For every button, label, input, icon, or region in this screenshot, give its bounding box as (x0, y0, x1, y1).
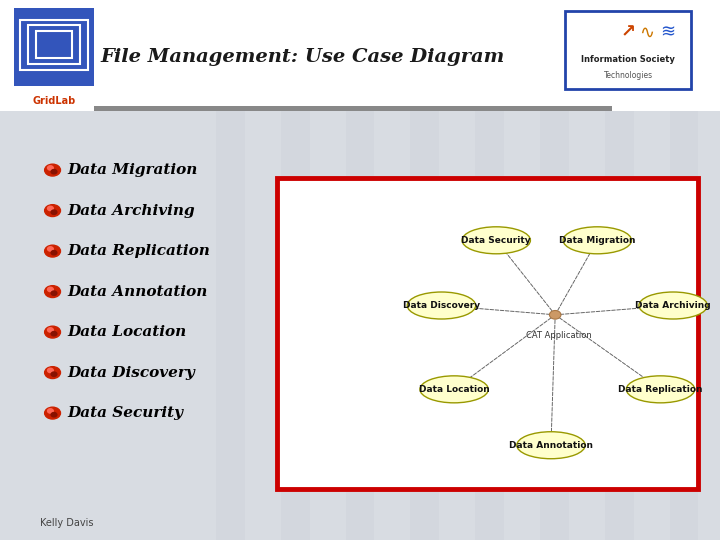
FancyBboxPatch shape (0, 3, 720, 97)
Text: Data Migration: Data Migration (67, 163, 197, 177)
Circle shape (48, 368, 53, 373)
Circle shape (549, 310, 561, 319)
Text: Data Archiving: Data Archiving (635, 301, 711, 310)
Text: Kelly Davis: Kelly Davis (40, 518, 93, 528)
FancyBboxPatch shape (475, 111, 504, 540)
Circle shape (48, 206, 53, 211)
FancyBboxPatch shape (277, 178, 698, 489)
Circle shape (51, 332, 57, 336)
Text: Data Location: Data Location (67, 325, 186, 339)
Text: CAT Application: CAT Application (526, 331, 592, 340)
Circle shape (48, 166, 53, 170)
Circle shape (51, 251, 57, 255)
FancyBboxPatch shape (94, 106, 612, 111)
Circle shape (45, 205, 60, 217)
Text: Data Security: Data Security (67, 406, 183, 420)
FancyBboxPatch shape (216, 111, 245, 540)
FancyBboxPatch shape (605, 111, 634, 540)
Text: ∿: ∿ (639, 24, 654, 42)
Text: Data Annotation: Data Annotation (509, 441, 593, 450)
Circle shape (51, 210, 57, 214)
Circle shape (51, 291, 57, 295)
Text: Technologies: Technologies (603, 71, 653, 79)
Ellipse shape (563, 227, 631, 254)
Circle shape (48, 409, 53, 413)
Circle shape (45, 326, 60, 338)
Text: Data Discovery: Data Discovery (67, 366, 194, 380)
Text: Data Archiving: Data Archiving (67, 204, 194, 218)
Ellipse shape (639, 292, 707, 319)
Circle shape (51, 372, 57, 376)
Circle shape (51, 170, 57, 174)
Ellipse shape (626, 376, 695, 403)
FancyBboxPatch shape (670, 111, 698, 540)
FancyBboxPatch shape (0, 111, 720, 540)
Text: Data Security: Data Security (462, 236, 531, 245)
Ellipse shape (408, 292, 476, 319)
Text: Data Discovery: Data Discovery (403, 301, 480, 310)
Circle shape (45, 286, 60, 298)
Text: ≋: ≋ (660, 24, 675, 42)
Ellipse shape (420, 376, 488, 403)
Text: Data Replication: Data Replication (67, 244, 210, 258)
FancyBboxPatch shape (281, 111, 310, 540)
FancyBboxPatch shape (14, 8, 94, 86)
Ellipse shape (517, 432, 585, 459)
Text: Data Migration: Data Migration (559, 236, 636, 245)
Circle shape (48, 287, 53, 292)
Ellipse shape (462, 227, 531, 254)
FancyBboxPatch shape (565, 11, 691, 89)
Circle shape (45, 164, 60, 176)
FancyBboxPatch shape (346, 111, 374, 540)
Text: Data Replication: Data Replication (618, 385, 703, 394)
Text: File Management: Use Case Diagram: File Management: Use Case Diagram (100, 48, 505, 66)
Text: Information Society: Information Society (581, 55, 675, 64)
Text: Data Location: Data Location (419, 385, 490, 394)
Circle shape (45, 407, 60, 419)
Circle shape (48, 328, 53, 332)
Text: ↗: ↗ (621, 24, 636, 42)
Circle shape (51, 413, 57, 417)
FancyBboxPatch shape (540, 111, 569, 540)
FancyBboxPatch shape (410, 111, 439, 540)
Circle shape (45, 245, 60, 257)
Text: Data Annotation: Data Annotation (67, 285, 207, 299)
Circle shape (45, 367, 60, 379)
Circle shape (48, 247, 53, 251)
Text: GridLab: GridLab (32, 96, 76, 106)
